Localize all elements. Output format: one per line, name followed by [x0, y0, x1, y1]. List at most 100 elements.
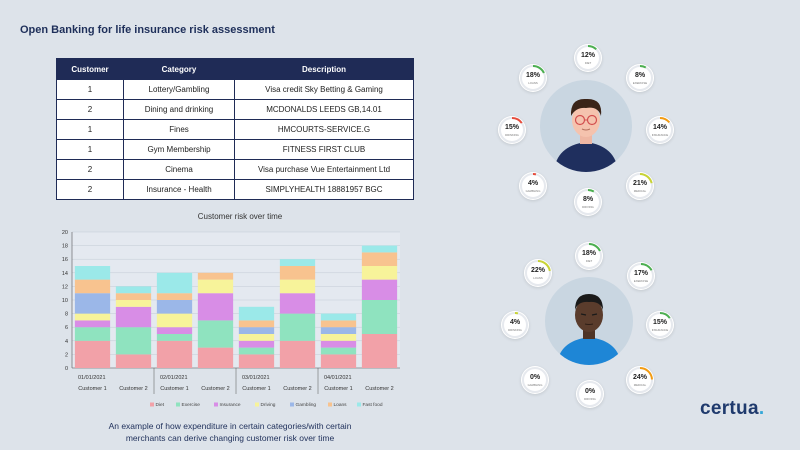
gauge-label: INSURANCE: [651, 328, 669, 332]
gauge-gambling: 4% GAMBLING: [519, 172, 547, 200]
gauge-value: 18%: [581, 250, 596, 257]
legend-label: Diet: [156, 402, 165, 408]
table-row: 2 Cinema Visa purchase Vue Entertainment L…: [56, 159, 414, 180]
cell-customer: 1: [56, 119, 124, 140]
y-tick-label: 20: [62, 230, 68, 236]
gauge-exercise: 17% EXERCISE: [627, 262, 655, 290]
customer-2-avatar: [545, 277, 633, 365]
cell-description: MCDONALDS LEEDS GB,14.01: [234, 99, 414, 120]
gauge-diet: 12% DIET: [574, 44, 602, 72]
table-row: 1 Lottery/Gambling Visa credit Sky Betting…: [56, 79, 414, 100]
table-row: 2 Insurance - Health SIMPLYHEALTH 18881957…: [56, 179, 414, 200]
gauge-exercise: 8% EXERCISE: [626, 64, 654, 92]
gauge-ring: [520, 173, 546, 199]
gauge-arc: [520, 173, 546, 199]
bar-segment-diet: [197, 347, 234, 368]
gauge-ring: [627, 367, 653, 393]
gauge-ring: [522, 367, 548, 393]
gauge-label: EXERCISE: [633, 279, 649, 283]
legend-label: Loans: [334, 402, 348, 408]
column-header-description: Description: [234, 58, 414, 80]
bar-segment-exercise: [156, 334, 193, 341]
cell-customer: 1: [56, 139, 124, 160]
gauge-ring: [627, 65, 653, 91]
gauge-ring: [520, 65, 546, 91]
cell-category: Insurance - Health: [123, 179, 235, 200]
gauge-arc: [499, 117, 525, 143]
gauge-label: GAMBLING: [527, 383, 543, 387]
logo-text: certua: [700, 398, 759, 419]
cell-description: FITNESS FIRST CLUB: [234, 139, 414, 160]
bar-segment-gambling: [74, 293, 111, 314]
gauge-label: GAMBLING: [525, 189, 541, 193]
cell-description: Visa purchase Vue Entertainment Ltd: [234, 159, 414, 180]
x-tick-label: Customer 2: [365, 386, 393, 392]
date-group-label: 01/01/2021: [78, 375, 106, 381]
bar-segment-loans: [320, 320, 357, 328]
x-tick-label: Customer 1: [324, 386, 352, 392]
gauge-arc: [647, 312, 673, 338]
gauge-arc: [627, 65, 653, 91]
bar-segment-loans: [115, 293, 152, 300]
gauge-arc: [627, 367, 653, 393]
customer-1-portrait: [554, 98, 618, 172]
gauge-arc: [525, 260, 551, 286]
gauge-ring: [647, 312, 673, 338]
bar-segment-fast-food: [74, 266, 111, 280]
gauge-arc: [502, 312, 528, 338]
bar-segment-insurance: [115, 306, 152, 328]
cell-description: Visa credit Sky Betting & Gaming: [234, 79, 414, 100]
y-tick-label: 10: [62, 298, 68, 304]
bar-segment-diet: [156, 340, 193, 368]
gauge-drinking: 15% DRINKING: [498, 116, 526, 144]
gauge-ring: [502, 312, 528, 338]
cell-description: HMCOURTS-SERVICE.G: [234, 119, 414, 140]
legend-swatch: [214, 402, 218, 407]
gauge-value: 0%: [529, 374, 541, 381]
gauge-label: DRINKING: [505, 133, 519, 137]
gauge-arc: [575, 189, 601, 215]
cell-customer: 2: [56, 159, 124, 180]
cell-customer: 2: [56, 99, 124, 120]
gauge-driving: 8% DRIVING: [574, 188, 602, 216]
gauge-insurance: 15% INSURANCE: [646, 311, 674, 339]
bar-segment-driving: [361, 266, 398, 280]
gauge-value: 0%: [584, 388, 596, 395]
y-tick-label: 2: [65, 352, 68, 358]
bar-segment-exercise: [74, 327, 111, 341]
gauge-value: 24%: [632, 374, 647, 381]
legend-label: Insurance: [220, 402, 241, 408]
column-header-category: Category: [123, 58, 235, 80]
bar-segment-insurance: [279, 293, 316, 314]
bar-segment-driving: [238, 334, 275, 341]
cell-customer: 1: [56, 79, 124, 100]
y-tick-label: 6: [65, 325, 68, 331]
bar-segment-loans: [279, 266, 316, 280]
gauge-label: EXERCISE: [632, 81, 648, 85]
gauge-arc: [647, 117, 673, 143]
cell-category: Gym Membership: [123, 139, 235, 160]
cell-category: Cinema: [123, 159, 235, 180]
gauge-value: 14%: [652, 124, 667, 131]
caption: An example of how expenditure in certain…: [50, 420, 410, 444]
bar-segment-loans: [156, 293, 193, 300]
gauge-value: 12%: [580, 52, 595, 59]
risk-chart: 0 2 4 6 8 10 12 14 16 18 20 Customer 1 Customer 2 Cus…: [62, 230, 400, 408]
x-tick-label: Customer 1: [242, 386, 270, 392]
bar-segment-driving: [74, 313, 111, 321]
legend-label: Fast food: [363, 402, 383, 408]
y-tick-label: 4: [65, 339, 68, 345]
bar-segment-fast-food: [361, 245, 398, 253]
gauge-label: DRIVING: [582, 205, 594, 209]
column-header-customer: Customer: [56, 58, 124, 80]
gauge-label: DIET: [584, 61, 592, 65]
bar-segment-fast-food: [115, 286, 152, 294]
bar-segment-insurance: [238, 340, 275, 348]
gauge-value: 22%: [530, 267, 545, 274]
table-row: 2 Dining and drinking MCDONALDS LEEDS GB,1…: [56, 99, 414, 120]
bar-segment-diet: [320, 354, 357, 368]
bar-segment-gambling: [320, 327, 357, 334]
y-tick-label: 14: [62, 271, 68, 277]
date-group-label: 02/01/2021: [160, 375, 188, 381]
gauge-value: 8%: [634, 72, 646, 79]
